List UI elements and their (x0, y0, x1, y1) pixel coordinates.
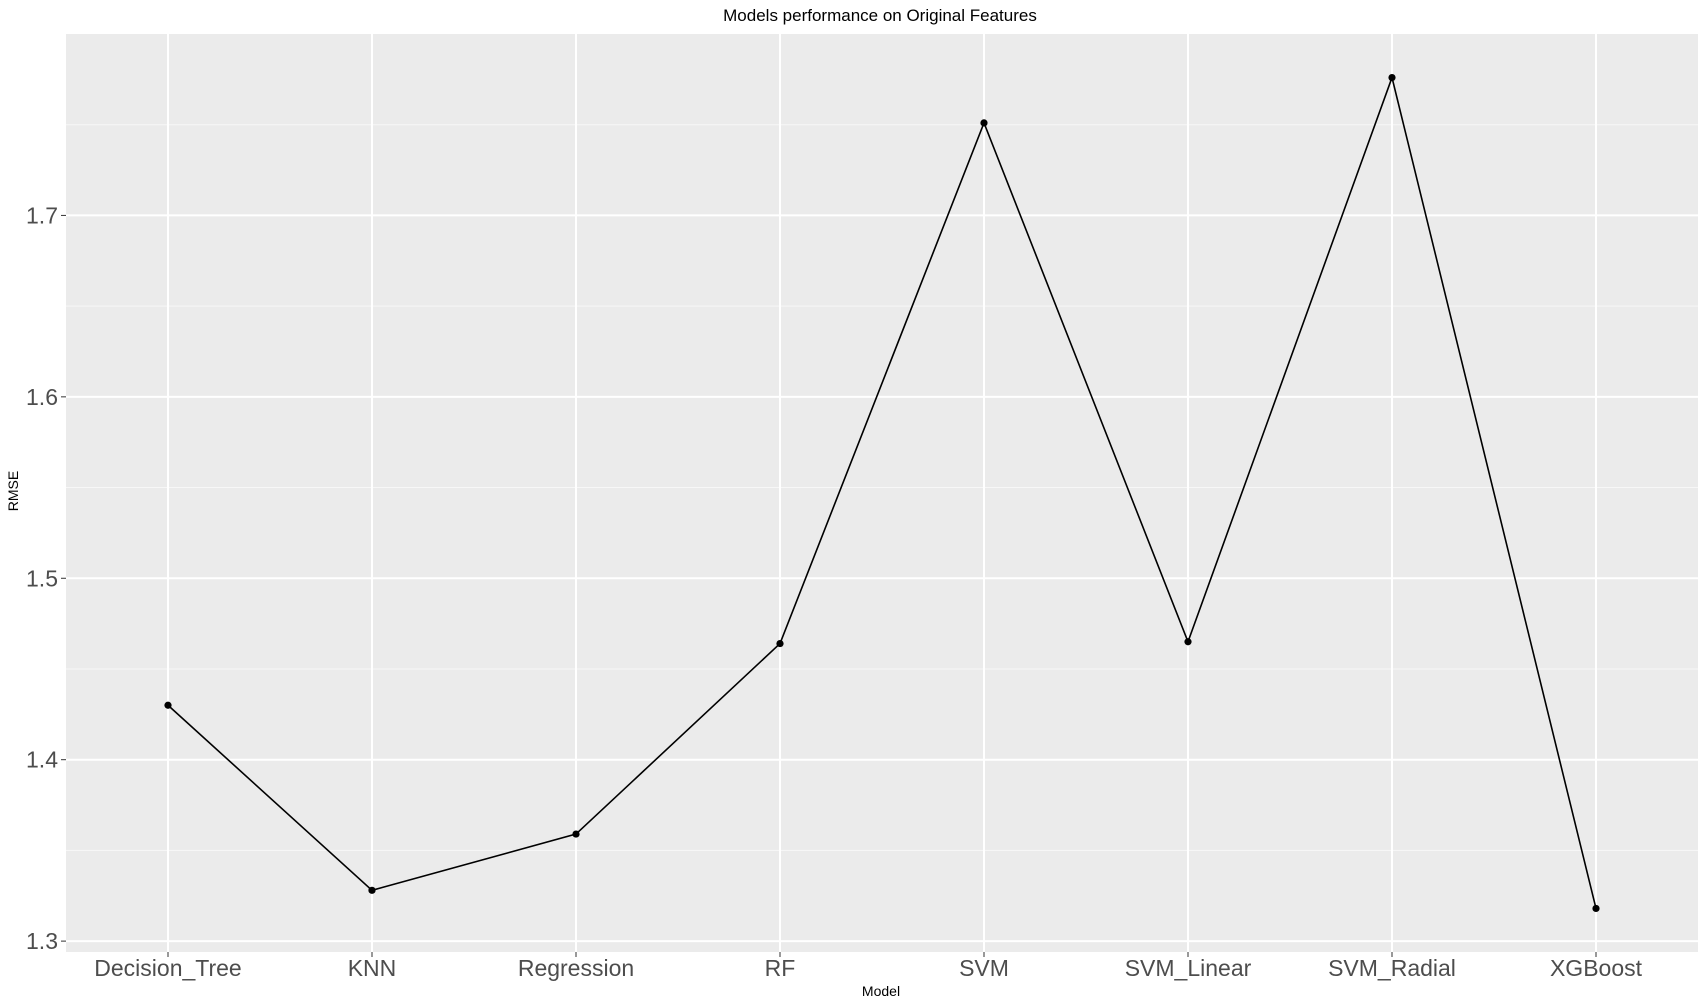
chart-title: Models performance on Original Features (723, 6, 1037, 25)
y-axis: 1.3 1.4 1.5 1.6 1.7 (26, 202, 66, 954)
data-point-svm-radial (1388, 73, 1396, 82)
x-tick-label: SVM (959, 955, 1009, 981)
x-tick-label: RF (765, 955, 796, 981)
x-tick-label: XGBoost (1550, 955, 1643, 981)
x-tick-label: SVM_Radial (1328, 955, 1456, 981)
y-tick-label: 1.6 (26, 384, 58, 410)
y-axis-title: RMSE (5, 471, 21, 511)
data-point-xgboost (1592, 904, 1600, 913)
x-tick-label: SVM_Linear (1125, 955, 1252, 981)
y-tick-label: 1.3 (26, 928, 58, 954)
x-tick-label: KNN (348, 955, 397, 981)
data-point-svm (980, 119, 988, 127)
x-axis: Decision_Tree KNN Regression RF SVM SVM_Linea… (94, 952, 1643, 981)
x-axis-title: Model (862, 983, 900, 999)
data-point-svm-linear (1184, 638, 1192, 646)
y-tick-label: 1.4 (26, 747, 58, 773)
y-tick-label: 1.7 (26, 202, 58, 228)
major-gridlines (66, 34, 1698, 952)
plot-panel (66, 34, 1698, 952)
series-layer (164, 73, 1600, 913)
y-tick-label: 1.5 (26, 565, 58, 591)
minor-gridlines (66, 124, 1698, 851)
data-point-decision-tree (164, 701, 172, 709)
data-point-regression (572, 830, 580, 838)
x-tick-label: Regression (518, 955, 634, 981)
x-tick-label: Decision_Tree (94, 955, 241, 981)
series-line (167, 74, 1597, 909)
data-point-knn (368, 886, 376, 894)
data-point-rf (776, 639, 784, 648)
